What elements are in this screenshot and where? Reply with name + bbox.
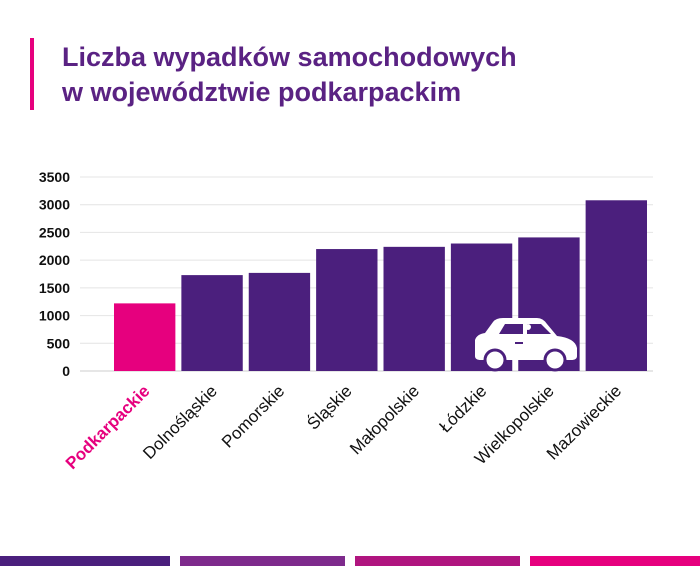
car-icon [475,318,577,372]
bar-4 [383,246,445,371]
x-tick-label: Łódzkie [436,381,491,436]
bar-2 [248,272,311,371]
footer-stripe [180,556,345,566]
bar-1 [181,275,243,371]
chart-title-line-2: w województwie podkarpackim [62,77,462,107]
x-tick-label: Śląskie [303,381,355,433]
chart-title: Liczba wypadków samochodowych w wojewódz… [62,40,517,110]
y-tick-label: 1500 [39,280,70,296]
y-tick-label: 1000 [39,308,70,324]
x-tick-label: Podkarpackie [62,381,154,473]
footer-stripe [355,556,520,566]
title-accent-bar [30,38,34,110]
bar-0 [114,303,176,371]
bar-7 [585,200,647,371]
y-tick-label: 0 [62,363,70,379]
bar-3 [316,249,378,371]
bar-chart: 0 500 1000 1500 2000 2500 3000 3500 Podkarpackie… [39,169,653,473]
y-tick-label: 2000 [39,252,70,268]
y-tick-label: 500 [47,335,71,351]
chart-title-line-1: Liczba wypadków samochodowych [62,42,517,72]
y-tick-label: 2500 [39,224,70,240]
x-tick-label: Pomorskie [218,381,288,451]
y-tick-label: 3500 [39,169,70,185]
x-tick-label: Małopolskie [346,381,423,458]
footer-stripe [530,556,700,566]
footer-stripe [0,556,170,566]
y-tick-label: 3000 [39,197,70,213]
